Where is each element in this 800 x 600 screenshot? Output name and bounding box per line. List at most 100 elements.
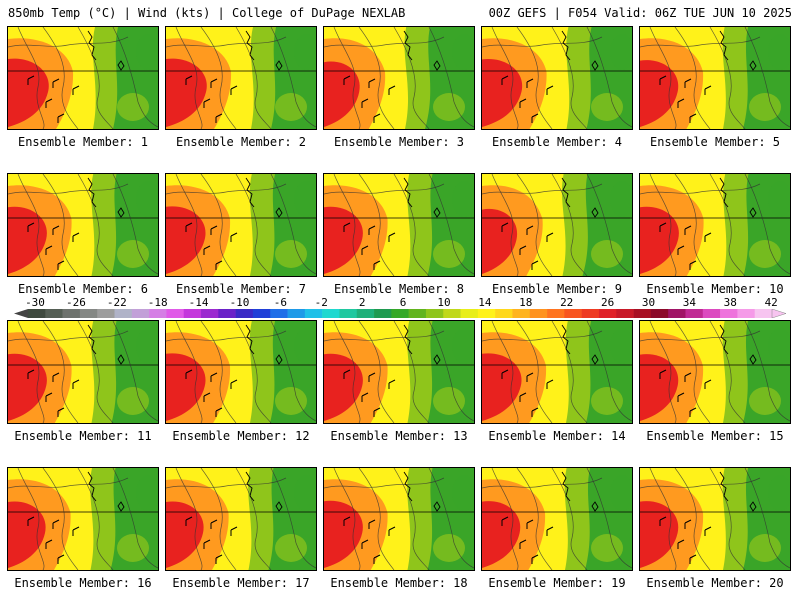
colorbar-swatch bbox=[270, 309, 288, 318]
wind-barb bbox=[230, 526, 238, 536]
coastline bbox=[245, 177, 255, 208]
coastline bbox=[87, 30, 97, 61]
ensemble-map-panel bbox=[7, 320, 159, 424]
height-contour bbox=[551, 27, 588, 129]
wind-barb bbox=[185, 75, 193, 85]
red-region bbox=[640, 206, 679, 274]
wind-barb bbox=[388, 85, 396, 95]
wind-barb bbox=[215, 113, 223, 123]
colorbar-swatch bbox=[391, 309, 409, 318]
wind-barb bbox=[210, 78, 218, 88]
height-contour bbox=[551, 468, 588, 570]
height-contour bbox=[709, 468, 746, 570]
height-contour bbox=[640, 183, 761, 195]
height-contour bbox=[42, 468, 79, 570]
coastline bbox=[87, 471, 97, 502]
red-region bbox=[640, 501, 679, 568]
colorbar-swatch bbox=[97, 309, 115, 318]
cool-blob bbox=[117, 534, 149, 562]
temperature-map bbox=[324, 468, 474, 570]
height-contour bbox=[491, 174, 519, 276]
ensemble-member-label: Ensemble Member: 11 bbox=[14, 429, 152, 443]
cool-blob bbox=[591, 534, 623, 562]
wind-barb bbox=[677, 392, 685, 402]
height-contour bbox=[516, 174, 553, 276]
cool-blob bbox=[452, 328, 474, 364]
ensemble-map-panel bbox=[639, 467, 791, 571]
coastline bbox=[117, 207, 125, 218]
ensemble-member-label: Ensemble Member: 1 bbox=[17, 135, 149, 149]
colorbar-swatch bbox=[408, 309, 427, 318]
temperature-map bbox=[482, 321, 632, 423]
colorbar-swatch bbox=[685, 309, 704, 318]
coastline bbox=[719, 177, 729, 208]
wind-barb bbox=[501, 516, 509, 526]
temperature-map bbox=[324, 27, 474, 129]
wind-barb bbox=[210, 372, 218, 382]
wind-barb bbox=[27, 75, 35, 85]
height-contour bbox=[235, 468, 272, 570]
wind-barb bbox=[361, 539, 369, 549]
colorbar-swatch bbox=[495, 309, 513, 318]
wind-barb bbox=[704, 85, 712, 95]
red-region bbox=[166, 206, 206, 274]
coastline bbox=[749, 354, 757, 365]
cool-blob bbox=[749, 93, 781, 121]
height-contour bbox=[333, 321, 361, 423]
height-contour bbox=[586, 321, 632, 422]
red-region bbox=[640, 354, 679, 421]
height-contour bbox=[674, 321, 711, 423]
cool-blob bbox=[452, 475, 474, 511]
temperature-map bbox=[640, 321, 790, 423]
wind-barb bbox=[185, 516, 193, 526]
ensemble-member-label: Ensemble Member: 6 bbox=[17, 282, 149, 296]
height-contour bbox=[358, 321, 395, 423]
height-contour bbox=[428, 174, 474, 275]
height-contour bbox=[551, 174, 588, 276]
red-region bbox=[482, 501, 521, 568]
height-contour bbox=[200, 468, 237, 570]
height-contour bbox=[482, 183, 603, 195]
wind-barb bbox=[343, 516, 351, 526]
wind-barb bbox=[546, 85, 554, 95]
colorbar-swatch bbox=[668, 309, 686, 318]
wind-barb bbox=[52, 225, 60, 235]
wind-barb bbox=[704, 379, 712, 389]
colorbar-tick-label: -26 bbox=[65, 296, 86, 309]
coastline bbox=[275, 354, 283, 365]
colorbar-swatch bbox=[443, 309, 461, 318]
colorbar-swatch bbox=[650, 309, 669, 318]
height-contour bbox=[200, 27, 237, 129]
coastline bbox=[561, 324, 571, 355]
height-contour bbox=[270, 468, 316, 569]
cool-blob bbox=[433, 534, 465, 562]
temperature-map bbox=[166, 27, 316, 129]
wind-barb bbox=[373, 554, 381, 564]
height-contour bbox=[200, 174, 237, 276]
coastline bbox=[403, 471, 413, 502]
height-contour bbox=[358, 174, 395, 276]
colorbar-tick-label: 2 bbox=[358, 296, 366, 309]
height-contour bbox=[709, 174, 746, 276]
red-region bbox=[8, 501, 46, 568]
red-region bbox=[166, 501, 204, 568]
height-contour bbox=[112, 468, 158, 569]
wind-barb bbox=[519, 539, 527, 549]
coastline bbox=[433, 354, 441, 365]
temperature-map bbox=[640, 468, 790, 570]
wind-barb bbox=[689, 260, 697, 270]
height-contour bbox=[674, 468, 711, 570]
temperature-map bbox=[8, 468, 158, 570]
height-contour bbox=[324, 330, 445, 342]
height-contour bbox=[17, 174, 45, 276]
cool-blob bbox=[610, 181, 632, 217]
colorbar-tick-label: -18 bbox=[147, 296, 168, 309]
height-contour bbox=[674, 174, 711, 276]
height-contour bbox=[393, 468, 430, 570]
coastline bbox=[561, 30, 571, 61]
wind-barb bbox=[684, 78, 692, 88]
coastline bbox=[275, 60, 283, 71]
height-contour bbox=[175, 27, 203, 129]
wind-barb bbox=[343, 75, 351, 85]
colorbar-swatch bbox=[512, 309, 531, 318]
